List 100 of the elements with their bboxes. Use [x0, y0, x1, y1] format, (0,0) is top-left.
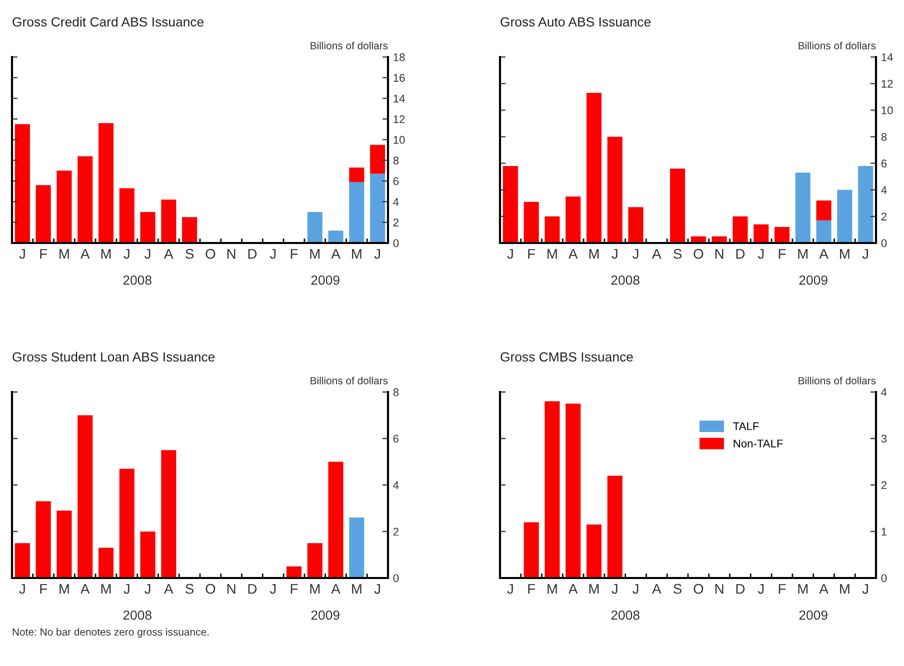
category-label: J — [507, 249, 513, 259]
bar — [36, 185, 51, 243]
category-label: M — [310, 584, 320, 594]
category-label: O — [206, 584, 216, 594]
y-tick-label: 14 — [394, 94, 405, 102]
legend-label: TALF — [733, 422, 759, 430]
y-tick-label: 2 — [393, 528, 398, 536]
category-label: A — [652, 249, 662, 259]
bar — [628, 207, 644, 243]
y-tick-label: 0 — [393, 239, 399, 248]
bar — [14, 543, 30, 578]
y-tick-label: 8 — [393, 156, 399, 164]
category-label: A — [819, 584, 828, 594]
category-label: J — [270, 249, 276, 259]
category-label: M — [548, 249, 557, 259]
category-label: M — [60, 249, 69, 259]
bar — [140, 532, 156, 578]
y-tick-label: 4 — [881, 186, 887, 194]
bar — [349, 168, 364, 182]
text: 2008 — [123, 610, 152, 620]
y-axis-title: Billions of dollars — [310, 42, 388, 50]
category-label: J — [374, 249, 380, 259]
category-label: N — [715, 584, 724, 594]
category-label: M — [352, 584, 362, 594]
category-label: O — [694, 248, 704, 259]
y-tick-label: 6 — [393, 434, 399, 443]
category-label: D — [248, 249, 257, 259]
bar — [754, 224, 769, 243]
category-label: J — [270, 584, 276, 594]
chart-title: Gross Credit Card ABS Issuance — [12, 16, 204, 27]
bar — [307, 543, 322, 578]
bar — [524, 522, 539, 578]
bar — [524, 202, 539, 243]
y-tick-label: 0 — [393, 574, 399, 582]
y-axis-title: Billions of dollars — [798, 42, 876, 50]
text: 2009 — [799, 610, 828, 620]
category-label: S — [674, 584, 682, 594]
category-label: A — [331, 584, 340, 594]
y-tick-label: 12 — [394, 115, 405, 124]
bar — [14, 124, 30, 243]
category-label: A — [819, 249, 828, 259]
category-label: S — [674, 248, 682, 259]
category-label: J — [612, 249, 618, 259]
category-label: F — [40, 249, 48, 259]
category-label: A — [568, 584, 578, 594]
text: 2008 — [123, 275, 152, 285]
category-label: F — [778, 249, 786, 259]
category-label: J — [124, 249, 130, 259]
y-tick-label: 8 — [881, 132, 887, 141]
bar — [816, 200, 832, 220]
category-label: D — [736, 249, 745, 259]
category-label: J — [507, 584, 513, 594]
bar — [161, 200, 176, 243]
bar — [161, 450, 176, 578]
bar — [286, 566, 302, 578]
category-label: J — [19, 249, 25, 259]
category-label: A — [652, 584, 662, 594]
category-label: J — [862, 584, 868, 594]
category-label: J — [19, 584, 25, 594]
bar — [98, 123, 114, 243]
category-label: F — [528, 249, 536, 259]
category-label: J — [374, 584, 380, 594]
bar — [98, 548, 114, 578]
text: 2008 — [611, 610, 640, 620]
bar — [370, 144, 386, 174]
y-tick-label: 0 — [881, 239, 887, 248]
bar — [328, 230, 344, 243]
bar — [544, 216, 560, 243]
bar — [119, 468, 134, 578]
y-tick-label: 18 — [394, 53, 405, 62]
category-label: M — [310, 249, 320, 259]
y-tick-label: 2 — [881, 481, 886, 490]
category-label: M — [589, 584, 599, 594]
bar — [36, 501, 51, 578]
bar — [607, 136, 622, 243]
category-label: F — [528, 584, 536, 594]
chart-title: Gross Auto ABS Issuance — [500, 17, 651, 27]
category-label: M — [798, 584, 808, 594]
y-tick-label: 4 — [393, 198, 399, 206]
category-label: M — [840, 584, 850, 594]
category-label: M — [798, 249, 808, 259]
category-label: F — [40, 584, 48, 594]
bar — [670, 168, 686, 243]
category-label: F — [778, 584, 786, 594]
bar — [140, 212, 156, 243]
category-label: D — [248, 584, 257, 594]
category-label: A — [164, 249, 174, 259]
category-label: D — [736, 584, 745, 594]
text: 2009 — [311, 610, 340, 620]
bar — [586, 92, 602, 243]
bar — [78, 415, 93, 578]
category-label: A — [80, 249, 90, 259]
category-label: J — [758, 584, 764, 594]
category-label: F — [290, 249, 298, 259]
bar — [370, 174, 386, 243]
bar — [502, 166, 518, 243]
legend-label: Non-TALF — [734, 440, 783, 448]
bar — [544, 401, 560, 578]
category-label: J — [632, 584, 638, 594]
bar — [349, 182, 364, 243]
